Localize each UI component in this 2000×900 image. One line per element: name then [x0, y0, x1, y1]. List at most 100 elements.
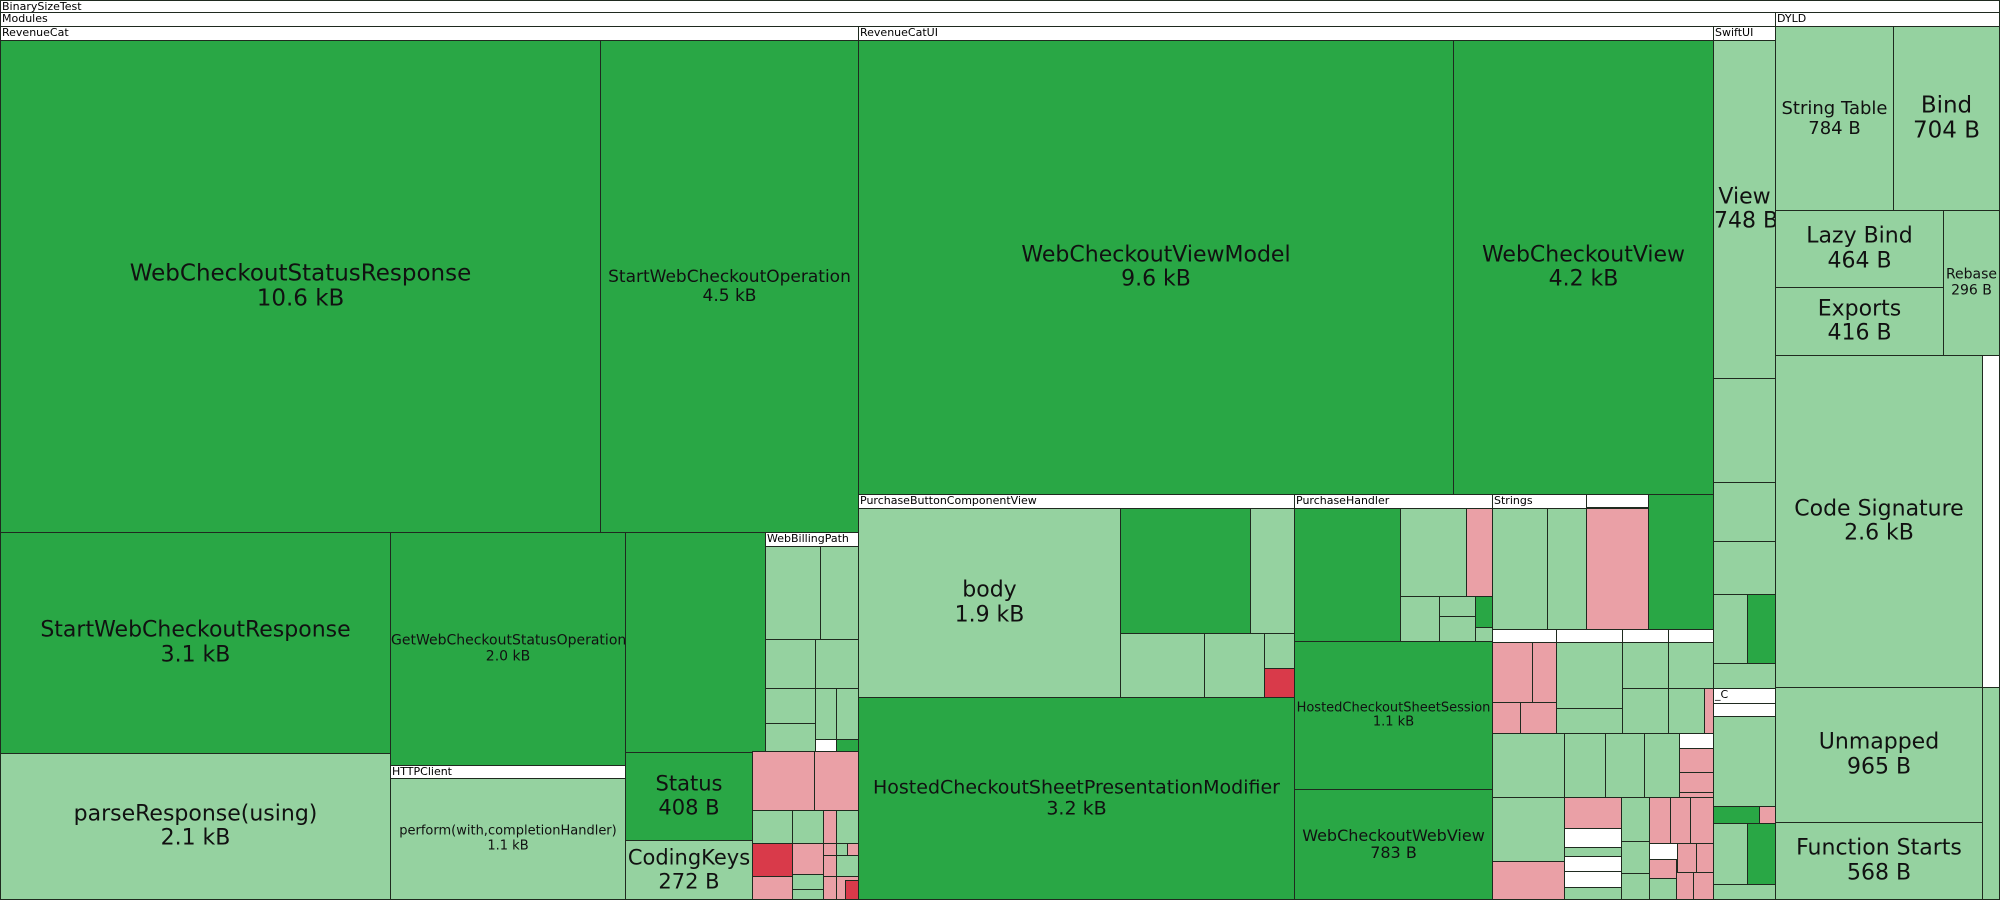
treemap-cell[interactable]	[814, 751, 859, 811]
blank-cell[interactable]	[1564, 871, 1622, 888]
blank-cell[interactable]	[1556, 629, 1623, 643]
treemap-cell[interactable]	[1264, 668, 1295, 698]
treemap-cell[interactable]	[815, 639, 859, 689]
blank-cell[interactable]	[1622, 629, 1669, 643]
treemap-cell[interactable]	[1622, 688, 1669, 734]
treemap-cell[interactable]	[1264, 633, 1295, 669]
leaf-perform-with-completionhandler[interactable]: perform(with,completionHandler) 1.1 kB	[390, 778, 626, 900]
treemap-cell[interactable]	[1120, 633, 1205, 698]
leaf-rebase[interactable]: Rebase 296 B	[1943, 210, 2000, 356]
treemap-cell[interactable]	[625, 532, 766, 753]
leaf-hostedcheckoutsheetpresentationmodifier[interactable]: HostedCheckoutSheetPresentationModifier 3…	[858, 697, 1295, 900]
leaf-view[interactable]: View 748 B	[1713, 40, 1776, 379]
blank-cell[interactable]	[1586, 494, 1649, 508]
treemap-cell[interactable]	[836, 688, 859, 740]
leaf-startwebcheckoutresponse[interactable]: StartWebCheckoutResponse 3.1 kB	[0, 532, 391, 754]
treemap-cell[interactable]	[1649, 859, 1677, 879]
blank-cell[interactable]	[1713, 703, 1776, 717]
treemap-cell[interactable]	[1564, 887, 1622, 900]
treemap-cell[interactable]	[823, 810, 837, 844]
treemap-cell[interactable]	[1668, 688, 1705, 734]
treemap-cell[interactable]	[1492, 702, 1521, 734]
treemap-cell[interactable]	[1677, 843, 1697, 873]
treemap-cell[interactable]	[1696, 843, 1714, 873]
treemap-cell[interactable]	[823, 876, 837, 900]
treemap-cell[interactable]	[792, 843, 824, 877]
treemap-cell[interactable]	[1466, 508, 1493, 597]
treemap-cell[interactable]	[1621, 841, 1650, 874]
treemap-cell[interactable]	[1250, 508, 1295, 634]
treemap-cell[interactable]	[1759, 806, 1776, 824]
treemap-cell[interactable]	[1492, 508, 1548, 630]
leaf-exports[interactable]: Exports 416 B	[1775, 287, 1944, 356]
treemap-cell[interactable]	[1982, 687, 2000, 900]
treemap-cell[interactable]	[1676, 872, 1694, 900]
treemap-cell[interactable]	[1747, 823, 1776, 885]
treemap-cell[interactable]	[1400, 508, 1467, 597]
treemap-cell[interactable]	[1532, 642, 1557, 703]
treemap-cell[interactable]	[823, 855, 837, 877]
treemap-cell[interactable]	[792, 810, 824, 844]
treemap-cell[interactable]	[1621, 797, 1650, 842]
treemap-cell[interactable]	[1713, 884, 1776, 900]
treemap-cell[interactable]	[1713, 594, 1748, 664]
leaf-unmapped[interactable]: Unmapped 965 B	[1775, 687, 1983, 823]
treemap-cell[interactable]	[752, 876, 793, 900]
treemap-cell[interactable]	[1294, 508, 1401, 642]
treemap-cell[interactable]	[1713, 716, 1776, 807]
treemap-cell[interactable]	[1621, 873, 1650, 900]
treemap-cell[interactable]	[836, 810, 859, 844]
leaf-string-table[interactable]: String Table 784 B	[1775, 26, 1894, 211]
treemap-cell[interactable]	[820, 546, 859, 640]
leaf-code-signature[interactable]: Code Signature 2.6 kB	[1775, 355, 1983, 688]
leaf-function-starts[interactable]: Function Starts 568 B	[1775, 822, 1983, 900]
treemap-cell[interactable]	[1649, 878, 1677, 900]
treemap-cell[interactable]	[1693, 872, 1714, 900]
treemap-cell[interactable]	[765, 688, 816, 724]
treemap-cell[interactable]	[752, 810, 793, 844]
treemap-cell[interactable]	[1439, 596, 1476, 617]
blank-cell[interactable]	[1679, 733, 1714, 749]
treemap-cell[interactable]	[1492, 797, 1565, 862]
treemap-cell[interactable]	[1492, 642, 1533, 703]
leaf-bind[interactable]: Bind 704 B	[1893, 26, 2000, 211]
treemap-cell[interactable]	[1747, 594, 1776, 664]
treemap-cell[interactable]	[1679, 772, 1714, 793]
treemap-cell[interactable]	[1679, 748, 1714, 773]
blank-cell[interactable]	[1564, 828, 1622, 848]
leaf-status[interactable]: Status 408 B	[625, 751, 753, 841]
leaf-startwebcheckoutoperation[interactable]: StartWebCheckoutOperation 4.5 kB	[600, 40, 859, 533]
treemap-cell[interactable]	[752, 843, 793, 877]
blank-cell[interactable]	[1492, 629, 1557, 643]
treemap-cell[interactable]	[1713, 663, 1776, 689]
blank-cell[interactable]	[1668, 629, 1714, 643]
treemap-cell[interactable]	[792, 874, 824, 890]
treemap-cell[interactable]	[1713, 541, 1776, 595]
treemap-cell[interactable]	[1475, 627, 1493, 642]
treemap-cell[interactable]	[845, 880, 859, 900]
treemap-cell[interactable]	[1520, 702, 1557, 734]
leaf-codingkeys[interactable]: CodingKeys 272 B	[625, 840, 753, 900]
treemap-cell[interactable]	[792, 889, 824, 900]
leaf-webcheckoutwebview[interactable]: WebCheckoutWebView 783 B	[1294, 789, 1493, 900]
leaf-getwebcheckoutstatusoperation[interactable]: GetWebCheckoutStatusOperation 2.0 kB	[390, 532, 626, 766]
leaf-parseresponse-using[interactable]: parseResponse(using) 2.1 kB	[0, 753, 391, 900]
leaf-body[interactable]: body 1.9 kB	[858, 508, 1121, 698]
treemap-cell[interactable]	[1564, 797, 1622, 829]
treemap-cell[interactable]	[1439, 616, 1476, 642]
treemap-cell[interactable]	[1670, 797, 1691, 844]
leaf-webcheckoutviewmodel[interactable]: WebCheckoutViewModel 9.6 kB	[858, 40, 1454, 495]
treemap-cell[interactable]	[765, 723, 816, 752]
treemap-cell[interactable]	[1204, 633, 1265, 698]
treemap-cell[interactable]	[1492, 733, 1565, 798]
treemap-cell[interactable]	[1605, 733, 1645, 798]
leaf-webcheckoutstatusresponse[interactable]: WebCheckoutStatusResponse 10.6 kB	[0, 40, 601, 533]
treemap-cell[interactable]	[1475, 596, 1493, 628]
treemap-cell[interactable]	[1556, 708, 1623, 734]
treemap-cell[interactable]	[1556, 642, 1623, 709]
treemap-cell[interactable]	[815, 688, 837, 740]
treemap-cell[interactable]	[836, 855, 859, 877]
treemap-cell[interactable]	[1492, 861, 1565, 900]
leaf-lazy-bind[interactable]: Lazy Bind 464 B	[1775, 210, 1944, 288]
treemap-cell[interactable]	[1644, 733, 1680, 798]
